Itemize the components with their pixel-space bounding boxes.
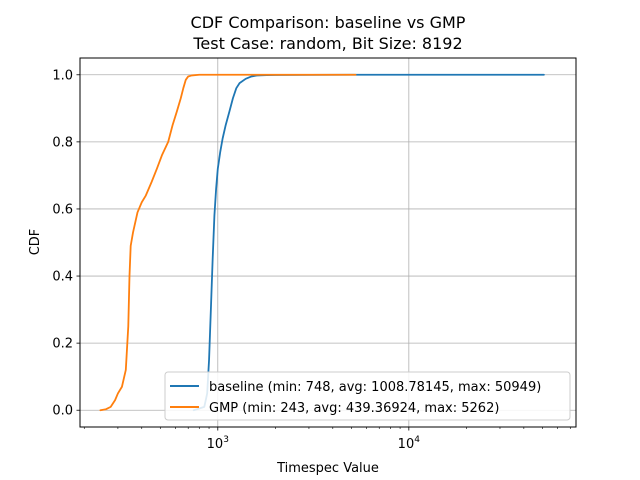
plot-frame	[79, 57, 577, 428]
y-tick-label: 1.0	[52, 68, 73, 83]
x-tick-label-base: 10	[207, 437, 224, 452]
legend-label-gmp: GMP (min: 243, avg: 439.36924, max: 5262…	[209, 401, 499, 416]
chart-title: CDF Comparison: baseline vs GMP	[191, 13, 466, 32]
x-tick-label-exponent: 4	[414, 435, 420, 445]
y-tick-label: 0.6	[52, 202, 73, 217]
x-tick-label: 103	[207, 435, 229, 452]
y-tick-label: 0.0	[52, 404, 73, 419]
x-tick-label-exponent: 3	[223, 435, 229, 445]
legend: baseline (min: 748, avg: 1008.78145, max…	[164, 371, 571, 421]
y-tick-label: 0.8	[52, 135, 73, 150]
legend-box	[164, 371, 571, 421]
series-line-gmp	[99, 73, 357, 412]
legend-label-baseline: baseline (min: 748, avg: 1008.78145, max…	[209, 380, 541, 395]
x-tick-label-base: 10	[398, 437, 415, 452]
x-tick-label: 104	[398, 435, 421, 452]
series-lines	[99, 73, 545, 412]
chart-subtitle: Test Case: random, Bit Size: 8192	[192, 34, 462, 53]
y-tick-label: 0.4	[52, 270, 73, 285]
series-line-baseline	[192, 73, 545, 412]
y-tick-label: 0.2	[52, 337, 73, 352]
y-axis-label: CDF	[28, 229, 43, 256]
x-axis-label: Timespec Value	[276, 461, 379, 476]
